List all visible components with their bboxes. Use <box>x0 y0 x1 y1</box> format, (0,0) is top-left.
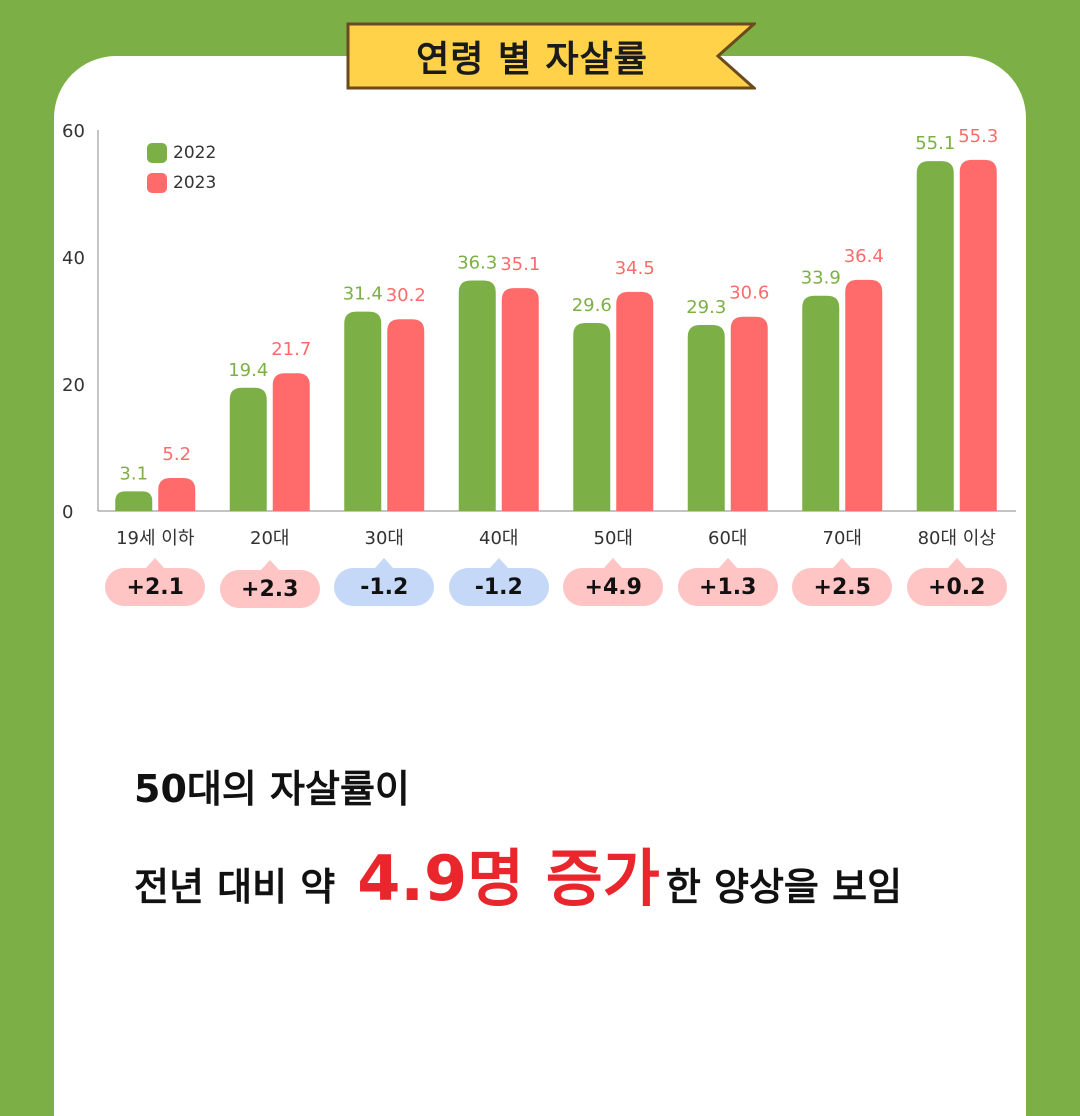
difference-badge: +1.3 <box>677 558 778 606</box>
caption-line-1: 50대의 자살률이 <box>134 767 410 811</box>
banner-ribbon <box>346 22 756 90</box>
bar-2022 <box>229 387 267 511</box>
difference-badge: +4.9 <box>563 558 664 606</box>
data-label-2023: 36.4 <box>844 246 884 267</box>
bar-2023 <box>959 159 997 511</box>
legend-swatch-2023 <box>147 173 167 193</box>
difference-badge: +2.1 <box>105 558 206 606</box>
chart-legend: 2022 2023 <box>147 138 216 198</box>
difference-badge: -1.2 <box>448 558 549 606</box>
x-tick-label: 20대 <box>250 528 289 549</box>
y-tick-label: 0 <box>62 502 73 523</box>
data-label-2022: 29.3 <box>686 297 726 318</box>
banner-ribbon-shape <box>346 22 756 90</box>
y-tick-label: 20 <box>62 375 85 396</box>
data-label-2023: 34.5 <box>615 258 655 279</box>
chart-title: 연령 별 자살률 <box>416 39 648 80</box>
x-tick-label: 60대 <box>708 528 747 549</box>
data-label-2023: 30.2 <box>386 285 426 306</box>
data-label-2023: 55.3 <box>958 126 998 147</box>
bar-2022 <box>344 311 382 511</box>
bar-2023 <box>845 279 883 511</box>
caption-line-2: 전년 대비 약 4.9명 증가 한 양상을 보임 <box>134 828 902 918</box>
bar-2023 <box>158 477 196 511</box>
legend-label-2023: 2023 <box>173 173 217 193</box>
bar-2022 <box>458 280 496 511</box>
data-label-2022: 33.9 <box>801 268 841 289</box>
data-label-2022: 19.4 <box>228 360 268 381</box>
caption-suffix: 한 양상을 보임 <box>665 865 903 909</box>
data-label-2022: 36.3 <box>457 252 497 273</box>
bar-2022 <box>573 323 611 511</box>
legend-item-2023: 2023 <box>147 168 216 198</box>
x-tick-label: 80대 이상 <box>918 528 996 549</box>
y-tick-label: 40 <box>62 248 85 269</box>
x-tick-label: 50대 <box>594 528 633 549</box>
difference-badge: -1.2 <box>334 558 435 606</box>
data-label-2022: 3.1 <box>119 463 148 484</box>
bar-2023 <box>387 319 425 511</box>
bar-2022 <box>916 161 954 512</box>
legend-label-2022: 2022 <box>173 143 217 163</box>
data-label-2023: 35.1 <box>500 254 540 275</box>
x-tick-label: 19세 이하 <box>116 528 195 549</box>
x-tick-label: 30대 <box>365 528 404 549</box>
data-label-2022: 55.1 <box>915 133 955 154</box>
legend-item-2022: 2022 <box>147 138 216 168</box>
bar-2023 <box>272 373 310 511</box>
bar-2023 <box>730 316 768 511</box>
x-tick-label: 40대 <box>479 528 518 549</box>
legend-swatch-2022 <box>147 143 167 163</box>
title-banner: 연령 별 자살률 <box>346 22 756 90</box>
data-label-2023: 30.6 <box>729 283 769 304</box>
data-label-2022: 29.6 <box>572 295 612 316</box>
bar-2022 <box>115 491 153 511</box>
data-label-2023: 21.7 <box>271 339 311 360</box>
y-tick-label: 60 <box>62 121 85 142</box>
bar-2023 <box>616 291 654 511</box>
data-label-2022: 31.4 <box>343 284 383 305</box>
x-tick-label: 70대 <box>823 528 862 549</box>
difference-badge: +2.5 <box>792 558 893 606</box>
difference-badge: +2.3 <box>219 560 320 608</box>
caption-prefix: 전년 대비 약 <box>134 865 336 909</box>
difference-badge: +0.2 <box>906 558 1007 606</box>
bar-2022 <box>687 324 725 511</box>
data-label-2023: 5.2 <box>162 444 191 465</box>
bar-chart: 0 20 40 60 3.1 5.2 19세 이하 19.421.7 20대 31.4 30.2 30… <box>62 121 1016 549</box>
caption-highlight: 4.9명 증가 <box>357 842 660 915</box>
bar-2023 <box>501 288 539 511</box>
bar-2022 <box>802 295 840 511</box>
